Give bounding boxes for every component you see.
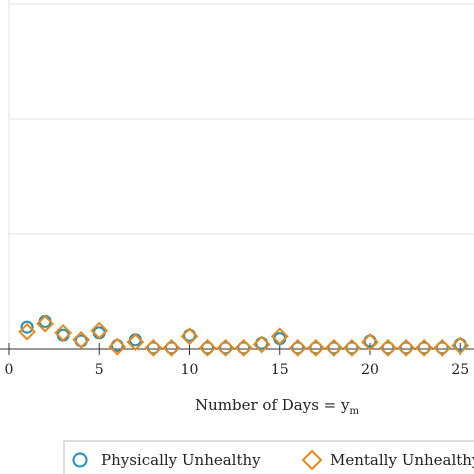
legend-marker-mentally-unhealthy <box>301 449 323 471</box>
point-mentally-unhealthy-3 <box>54 323 73 342</box>
point-mentally-unhealthy-10 <box>180 327 199 346</box>
point-physically-unhealthy-24 <box>435 341 449 355</box>
point-mentally-unhealthy-2 <box>36 314 55 333</box>
point-mentally-unhealthy-11 <box>198 338 217 357</box>
point-mentally-unhealthy-22 <box>397 338 416 357</box>
point-mentally-unhealthy-6 <box>108 337 127 356</box>
point-physically-unhealthy-23 <box>417 341 431 355</box>
point-mentally-unhealthy-15 <box>270 327 289 346</box>
point-mentally-unhealthy-19 <box>343 338 361 357</box>
point-mentally-unhealthy-12 <box>216 338 235 357</box>
point-physically-unhealthy-22 <box>399 341 413 355</box>
grid-lines <box>8 0 474 349</box>
legend: Physically Unhealthy Mentally Unhealthy <box>63 440 474 474</box>
x-tick-label-25: 25 <box>451 362 469 378</box>
point-physically-unhealthy-8 <box>146 341 160 355</box>
legend-box <box>63 440 474 474</box>
point-mentally-unhealthy-16 <box>288 338 307 357</box>
point-mentally-unhealthy-14 <box>252 335 271 354</box>
x-axis-label: Number of Days = ym <box>195 396 360 417</box>
legend-label-physically-unhealthy: Physically Unhealthy <box>101 451 261 469</box>
point-mentally-unhealthy-1 <box>18 322 36 341</box>
point-physically-unhealthy-11 <box>201 341 215 355</box>
point-mentally-unhealthy-5 <box>90 321 109 340</box>
point-mentally-unhealthy-25 <box>451 336 470 355</box>
point-mentally-unhealthy-20 <box>361 333 379 352</box>
point-mentally-unhealthy-7 <box>126 333 145 352</box>
point-mentally-unhealthy-8 <box>144 338 163 357</box>
point-physically-unhealthy-1 <box>20 320 34 334</box>
point-mentally-unhealthy-21 <box>379 338 397 357</box>
point-mentally-unhealthy-13 <box>234 338 253 357</box>
x-axis-label-subscript: m <box>350 406 360 417</box>
point-physically-unhealthy-16 <box>291 341 305 355</box>
x-tick-label-5: 5 <box>95 362 104 378</box>
x-tick-label-20: 20 <box>361 362 379 378</box>
x-ticks: 0 5 10 15 20 25 <box>5 343 469 378</box>
x-tick-label-10: 10 <box>181 362 199 378</box>
point-physically-unhealthy-13 <box>237 341 251 355</box>
point-mentally-unhealthy-23 <box>415 338 434 357</box>
x-tick-label-15: 15 <box>271 362 289 378</box>
data-points <box>18 314 470 357</box>
point-mentally-unhealthy-18 <box>324 338 343 357</box>
x-tick-label-0: 0 <box>5 362 14 378</box>
point-physically-unhealthy-21 <box>381 341 395 355</box>
point-mentally-unhealthy-4 <box>72 330 91 349</box>
point-mentally-unhealthy-9 <box>162 338 181 357</box>
point-physically-unhealthy-18 <box>327 341 341 355</box>
legend-marker-physically-unhealthy <box>72 452 88 468</box>
point-physically-unhealthy-19 <box>345 341 359 355</box>
point-physically-unhealthy-9 <box>164 341 178 355</box>
point-physically-unhealthy-12 <box>219 341 233 355</box>
point-mentally-unhealthy-17 <box>306 338 325 357</box>
point-mentally-unhealthy-24 <box>433 338 452 357</box>
point-physically-unhealthy-17 <box>309 341 323 355</box>
legend-label-mentally-unhealthy: Mentally Unhealthy <box>330 451 474 469</box>
